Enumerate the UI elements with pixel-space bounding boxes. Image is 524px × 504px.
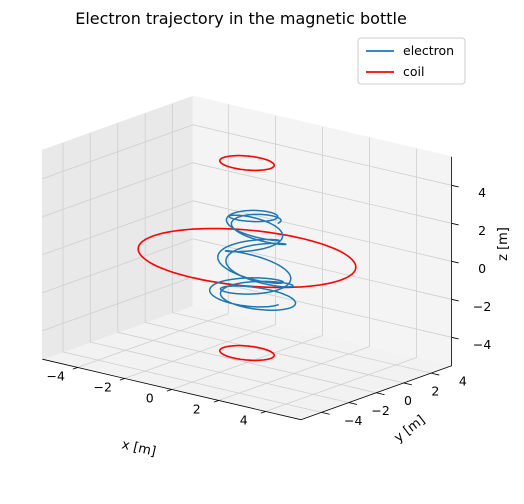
z-tick-mark xyxy=(451,222,459,226)
y-tick-mark xyxy=(430,372,440,376)
grid-line xyxy=(42,276,452,338)
y-tick-mark xyxy=(321,411,330,415)
tick-labels: −4 −4 −4 −2 −2 −2 0 0 0 2 2 2 4 4 4 xyxy=(46,185,491,428)
z-tick-mark xyxy=(451,336,459,340)
z-tick-mark xyxy=(451,184,459,188)
x-tick-label: −4 xyxy=(46,368,64,383)
y-axis-label: y [m] xyxy=(392,413,429,446)
chart-title: Electron trajectory in the magnetic bott… xyxy=(75,9,407,28)
legend-label-coil: coil xyxy=(403,64,424,79)
z-tick-label: 0 xyxy=(478,261,486,276)
x-tick-mark xyxy=(213,400,219,403)
z-tick-mark xyxy=(451,298,459,302)
z-tick-mark xyxy=(451,260,459,264)
x-tick-mark xyxy=(166,389,172,392)
coil-line xyxy=(219,154,275,172)
grid-line xyxy=(144,113,404,384)
x-tick-mark xyxy=(119,378,125,381)
z-tick-label: 2 xyxy=(478,223,486,238)
grid-line xyxy=(124,115,276,379)
grid-line xyxy=(89,133,349,403)
y-tick-label: 4 xyxy=(459,374,467,389)
axes-panes xyxy=(40,95,454,421)
y-tick-label: −4 xyxy=(344,413,362,428)
x-tick-label: 2 xyxy=(193,401,201,416)
y-tick-label: −2 xyxy=(371,403,389,418)
electron-trajectory-line xyxy=(208,209,297,311)
legend: electron coil xyxy=(357,37,466,85)
grid-line xyxy=(42,124,452,186)
grid-line xyxy=(117,123,377,394)
y-tick-mark xyxy=(403,382,412,386)
y-tick-mark xyxy=(348,402,358,405)
y-tick-label: 2 xyxy=(431,383,439,398)
z-tick-label: −2 xyxy=(473,299,491,314)
coil-line xyxy=(219,344,275,362)
x-tick-label: 0 xyxy=(146,390,154,405)
z-axis-label: z [m] xyxy=(496,227,511,261)
grid-line xyxy=(218,137,370,401)
grid-lines xyxy=(42,103,452,413)
grid-line xyxy=(171,126,323,390)
y-tick-label: 0 xyxy=(404,393,412,408)
x-tick-label: 4 xyxy=(240,412,248,427)
plot-data xyxy=(137,154,357,362)
x-tick-mark xyxy=(72,367,78,370)
x-tick-mark xyxy=(260,411,266,414)
grid-line xyxy=(42,238,452,300)
legend-label-electron: electron xyxy=(403,43,454,58)
z-tick-label: −4 xyxy=(473,337,491,352)
x-axis-label: x [m] xyxy=(120,437,157,459)
grid-line xyxy=(265,148,417,412)
grid-line xyxy=(42,162,452,224)
x-tick-label: −2 xyxy=(93,379,111,394)
grid-line xyxy=(172,103,432,374)
y-tick-mark xyxy=(376,392,385,396)
grid-line xyxy=(42,200,452,262)
grid-line xyxy=(62,142,322,413)
grid-line xyxy=(77,104,229,368)
z-tick-label: 4 xyxy=(478,185,486,200)
